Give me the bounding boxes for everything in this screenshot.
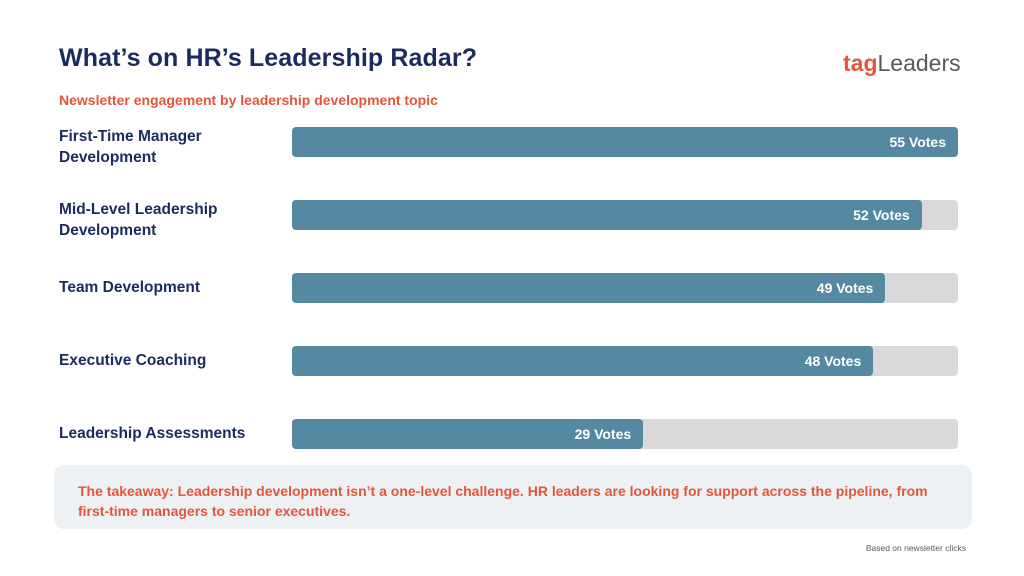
bar: 29 Votes <box>292 419 644 449</box>
takeaway-text: The takeaway: Leadership development isn… <box>78 483 928 519</box>
bar-track: 55 Votes <box>292 127 958 157</box>
bar-value-label: 55 Votes <box>889 134 946 150</box>
bar-track: 49 Votes <box>292 273 958 303</box>
bar-value-label: 49 Votes <box>816 280 874 296</box>
takeaway-box: The takeaway: Leadership development isn… <box>54 465 972 529</box>
bar-row: First-Time Manager Development 55 Votes <box>0 127 1024 187</box>
category-label: First-Time Manager Development <box>59 128 202 166</box>
bar-track: 52 Votes <box>292 200 958 230</box>
bar: 52 Votes <box>292 200 922 230</box>
bar: 49 Votes <box>292 273 886 303</box>
bar-row: Team Development 49 Votes <box>0 273 1024 333</box>
tagleaders-logo: tagLeaders <box>843 50 961 77</box>
source-note: Based on newsletter clicks <box>865 543 966 553</box>
bar-row: Executive Coaching 48 Votes <box>0 346 1024 406</box>
page-title: What’s on HR’s Leadership Radar? <box>59 44 478 72</box>
category-label: Leadership Assessments <box>59 425 246 442</box>
bar-value-label: 29 Votes <box>574 426 632 442</box>
chart-subtitle: Newsletter engagement by leadership deve… <box>59 92 438 108</box>
category-label: Executive Coaching <box>59 352 207 369</box>
logo-tag-text: tag <box>843 50 878 76</box>
bar-value-label: 48 Votes <box>804 353 862 369</box>
bar: 55 Votes <box>292 127 958 157</box>
bar: 48 Votes <box>292 346 874 376</box>
bar-track: 29 Votes <box>292 419 958 449</box>
bar-track: 48 Votes <box>292 346 958 376</box>
category-label: Mid-Level Leadership Development <box>59 201 218 239</box>
logo-leaders-text: Leaders <box>877 50 961 76</box>
bar-value-label: 52 Votes <box>853 207 910 223</box>
bar-row: Mid-Level Leadership Development 52 Votes <box>0 200 1024 260</box>
category-label: Team Development <box>59 279 200 296</box>
bar-row: Leadership Assessments 29 Votes <box>0 419 1024 479</box>
